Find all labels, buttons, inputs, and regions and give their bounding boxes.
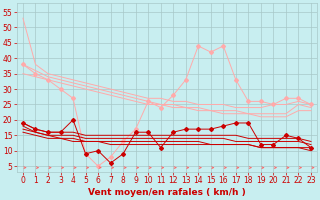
X-axis label: Vent moyen/en rafales ( km/h ): Vent moyen/en rafales ( km/h ) (88, 188, 246, 197)
